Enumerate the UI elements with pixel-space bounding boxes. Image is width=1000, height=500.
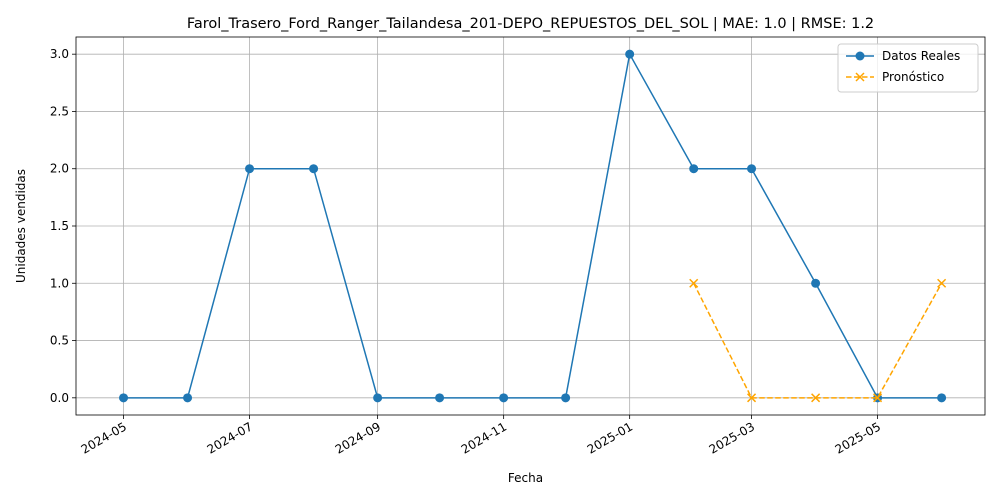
data-point [183,393,193,403]
series-layer [119,49,947,403]
legend-marker [855,72,865,82]
series-pronostico [689,278,947,403]
y-tick-label: 1.0 [50,276,69,290]
y-axis: 0.0 0.5 1.0 1.5 2.0 2.5 3.0 [50,47,76,405]
chart-title: Farol_Trasero_Ford_Ranger_Tailandesa_201… [187,16,874,32]
data-point [245,164,255,174]
data-point [119,393,129,403]
y-tick-label: 2.5 [50,104,69,118]
x-axis-label: Fecha [508,471,543,485]
y-axis-label: Unidades vendidas [14,169,28,283]
data-point [309,164,319,174]
y-tick-label: 2.0 [50,162,69,176]
data-point [811,278,821,288]
data-point [689,278,699,288]
data-point [689,164,699,174]
data-point [435,393,445,403]
grid [76,37,985,415]
data-point [873,393,883,403]
legend-label: Pronóstico [882,70,944,84]
y-tick-label: 1.5 [50,219,69,233]
data-point [561,393,571,403]
data-point [499,393,509,403]
legend-marker [855,51,865,61]
legend-label: Datos Reales [882,49,960,63]
y-tick-label: 0.0 [50,391,69,405]
data-point [625,49,635,59]
data-point [811,393,821,403]
data-point [373,393,383,403]
data-point [747,393,757,403]
data-point [747,164,757,174]
series-line [123,52,942,399]
data-point [937,393,947,403]
y-tick-label: 3.0 [50,47,69,61]
y-tick-label: 0.5 [50,334,69,348]
legend: Datos Reales Pronóstico [837,43,979,93]
data-point [937,278,947,288]
